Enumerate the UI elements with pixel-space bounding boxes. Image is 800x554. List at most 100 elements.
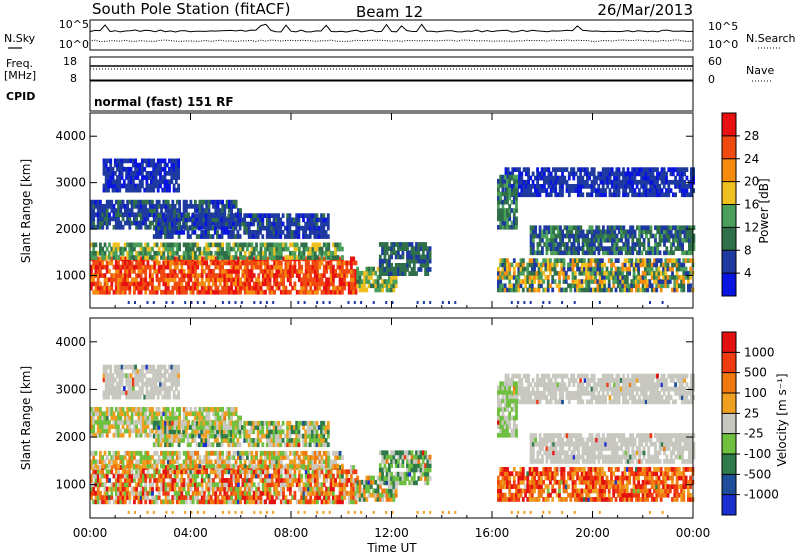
power-cell xyxy=(204,213,208,218)
power-cell xyxy=(103,277,107,283)
power-cell xyxy=(594,270,598,276)
power-cell xyxy=(619,266,622,272)
velocity-cell xyxy=(142,478,145,483)
power-cell xyxy=(680,171,684,177)
power-cell xyxy=(352,256,356,262)
power-cell xyxy=(332,242,335,248)
power-cell xyxy=(515,199,518,205)
velocity-cell xyxy=(246,495,249,500)
power-cell xyxy=(655,266,659,272)
velocity-cell xyxy=(316,495,319,500)
power-cell xyxy=(561,192,564,198)
power-cell xyxy=(99,281,102,287)
power-cell xyxy=(232,204,236,209)
power-cell xyxy=(151,220,154,226)
power-cell xyxy=(504,171,508,177)
power-cell xyxy=(205,285,209,291)
velocity-cell xyxy=(356,475,360,481)
power-cell xyxy=(264,242,267,248)
power-cell xyxy=(619,283,622,289)
velocity-cell xyxy=(367,492,371,498)
velocity-cell xyxy=(225,482,229,488)
velocity-cell xyxy=(264,473,267,479)
power-cell xyxy=(598,283,602,289)
power-cell xyxy=(656,229,660,235)
power-cell xyxy=(293,217,296,223)
power-cell xyxy=(96,224,100,230)
power-cell xyxy=(527,192,530,198)
power-cell xyxy=(644,287,647,293)
power-cell xyxy=(234,204,238,209)
power-cell xyxy=(306,217,310,223)
power-cell xyxy=(583,266,586,272)
velocity-cell xyxy=(209,499,213,505)
power-cell xyxy=(621,266,625,272)
velocity-cell xyxy=(277,473,281,479)
power-cell xyxy=(145,187,149,193)
power-cell xyxy=(175,216,179,222)
power-cell xyxy=(631,250,635,256)
power-cell xyxy=(399,263,403,268)
power-cell xyxy=(108,204,111,209)
power-cell xyxy=(556,233,560,239)
power-cell xyxy=(182,230,185,235)
power-cell xyxy=(584,237,587,243)
power-cell xyxy=(552,225,556,231)
power-cell xyxy=(624,192,628,198)
velocity-cell xyxy=(309,486,313,492)
power-cell xyxy=(632,262,636,268)
power-cell xyxy=(325,269,328,274)
velocity-cell xyxy=(273,486,276,492)
power-cell xyxy=(266,242,270,248)
velocity-cell xyxy=(114,495,118,500)
power-cell xyxy=(155,225,158,231)
power-cell xyxy=(279,273,283,278)
velocity-cell xyxy=(133,490,136,496)
power-cell xyxy=(204,225,208,231)
power-cell xyxy=(200,234,204,239)
power-cell xyxy=(119,277,123,283)
power-cell xyxy=(561,179,564,185)
power-cell xyxy=(284,242,288,248)
power-cell xyxy=(635,171,639,177)
power-cell xyxy=(510,283,514,289)
power-cell xyxy=(259,289,263,295)
velocity-cell xyxy=(307,478,310,483)
velocity-cell xyxy=(234,490,238,496)
power-cell xyxy=(639,258,643,263)
power-cell xyxy=(288,234,292,239)
velocity-cell xyxy=(133,486,136,492)
power-cell xyxy=(603,270,607,276)
velocity-cell xyxy=(316,473,319,479)
power-cell xyxy=(662,266,665,272)
velocity-cell xyxy=(207,490,211,496)
power-cell xyxy=(352,281,356,287)
power-cell xyxy=(595,192,598,198)
power-cell xyxy=(653,167,657,172)
power-cell xyxy=(631,225,635,231)
velocity-cell xyxy=(279,490,283,496)
velocity-cell xyxy=(171,478,175,483)
power-cell xyxy=(676,184,680,189)
velocity-cell xyxy=(241,469,245,475)
power-cell xyxy=(541,229,544,235)
power-cell xyxy=(383,267,387,272)
power-cell xyxy=(156,158,160,164)
power-cell xyxy=(165,179,169,185)
power-cell xyxy=(248,250,252,256)
power-cell xyxy=(125,183,128,189)
power-cell xyxy=(657,266,661,272)
power-cell xyxy=(689,287,692,293)
power-cell xyxy=(556,192,560,198)
power-cell xyxy=(171,285,175,291)
power-cell xyxy=(517,270,521,276)
power-cell xyxy=(595,188,598,193)
power-cell xyxy=(264,281,267,287)
power-cell xyxy=(316,242,319,248)
power-cell xyxy=(653,188,657,193)
power-cell xyxy=(130,204,134,209)
power-cell xyxy=(302,225,305,231)
station-title: South Pole Station (fitACF) xyxy=(92,0,290,18)
power-cell xyxy=(421,246,425,251)
power-cell xyxy=(358,283,362,289)
